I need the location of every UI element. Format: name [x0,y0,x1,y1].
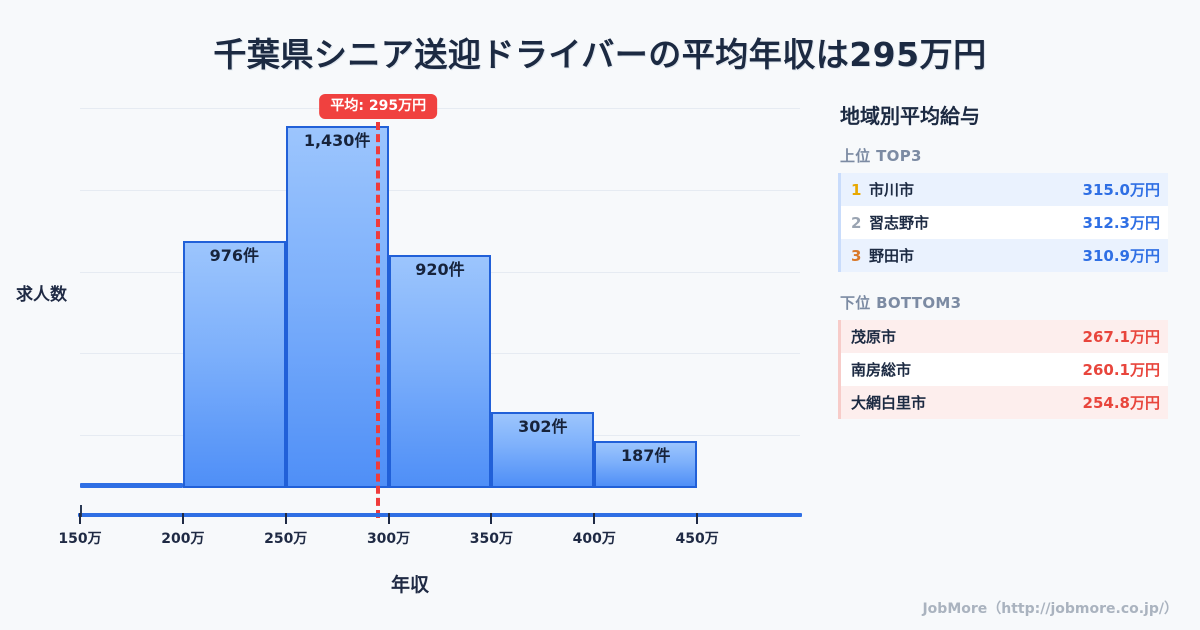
bottom3-heading: 下位 BOTTOM3 [840,294,962,312]
x-axis-label: 年収 [390,574,429,596]
salary-value: 254.8万円 [1082,394,1160,412]
bar-value-label: 187件 [621,445,671,465]
list-item[interactable]: 大網白里市 254.8万円 [841,386,1168,419]
average-badge: 平均: 295万円 [319,94,438,120]
x-axis-tick [490,513,493,524]
bar-value-label: 302件 [518,416,568,436]
rank-number: 1 [851,180,862,199]
regional-salary-panel: 地域別平均給与 上位 TOP3 1 市川市 315.0万円 2 習志野市 312… [838,100,1168,439]
city-name: 野田市 [869,247,915,265]
page-title: 千葉県シニア送迎ドライバーの平均年収は295万円 [213,35,987,74]
y-axis-line [80,505,82,517]
gridline [80,190,800,191]
salary-value: 315.0万円 [1082,181,1160,199]
histogram-bar [594,440,698,488]
x-axis-tick-label: 300万 [366,531,411,547]
histogram-bar [491,411,595,488]
x-axis-tick [387,513,390,524]
salary-value: 312.3万円 [1082,214,1160,232]
rank-number: 2 [851,213,862,232]
list-item[interactable]: 2 習志野市 312.3万円 [841,206,1168,239]
gridline [80,108,800,109]
x-axis-tick [181,513,184,524]
x-axis-tick-label: 350万 [469,531,514,547]
x-axis-tick [79,513,81,524]
bottom3-list: 茂原市 267.1万円 南房総市 260.1万円 大網白里市 254.8万円 [838,320,1168,419]
rank-number: 3 [851,246,862,265]
salary-value: 260.1万円 [1082,361,1160,379]
bar-value-label: 920件 [415,260,465,280]
list-item[interactable]: 1 市川市 315.0万円 [841,173,1168,206]
salary-value: 267.1万円 [1082,328,1160,346]
list-item[interactable]: 南房総市 260.1万円 [841,353,1168,386]
x-axis-tick-label: 200万 [161,531,205,547]
city-name: 市川市 [869,181,915,199]
x-axis-tick [284,513,287,524]
x-axis-tick [696,513,699,524]
histogram-chart: 求人数 976件 1,430件 920件 302件 187件 平均: 295万円… [0,92,820,596]
bar-value-label: 1,430件 [303,131,371,151]
top3-list: 1 市川市 315.0万円 2 習志野市 312.3万円 3 野田市 310.9… [838,173,1168,272]
top3-heading: 上位 TOP3 [840,147,922,165]
salary-value: 310.9万円 [1082,247,1160,265]
histogram-bar [80,483,183,488]
list-item[interactable]: 茂原市 267.1万円 [841,320,1168,353]
city-name: 習志野市 [869,214,930,232]
list-item[interactable]: 3 野田市 310.9万円 [841,239,1168,272]
x-axis-tick [593,513,596,524]
side-panel-title: 地域別平均給与 [840,104,980,128]
bar-value-label: 976件 [209,245,259,265]
city-name: 大網白里市 [851,394,927,412]
x-axis-tick-label: 150万 [58,531,102,547]
histogram-bar [285,126,389,488]
footer-attribution: JobMore（http://jobmore.co.jp/） [922,601,1178,617]
x-axis-tick-label: 450万 [675,531,719,547]
y-axis-label: 求人数 [16,285,67,305]
city-name: 茂原市 [851,328,897,346]
histogram-bar [182,240,286,488]
x-axis-line [78,513,802,517]
city-name: 南房総市 [851,361,912,379]
x-axis-tick-label: 250万 [264,531,308,547]
histogram-bar [388,255,492,488]
x-axis-tick-label: 400万 [572,531,616,547]
plot-area: 976件 1,430件 920件 302件 187件 平均: 295万円 150… [58,94,802,605]
average-line [376,122,381,518]
